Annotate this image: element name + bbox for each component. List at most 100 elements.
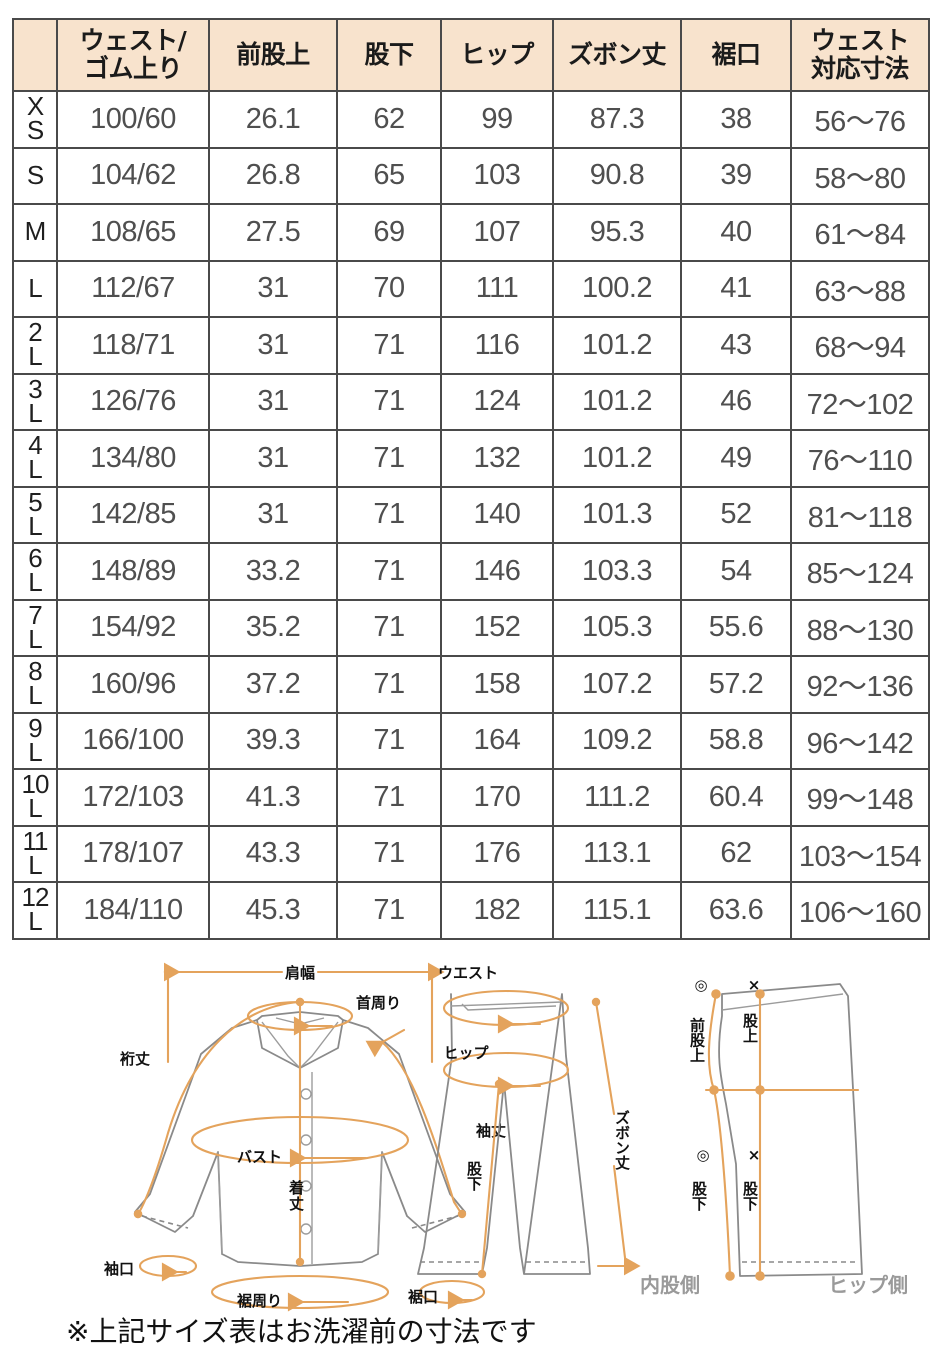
size-table: ウェスト/ ゴム上り 前股上 股下 ヒップ ズボン丈 裾口 <box>12 18 930 940</box>
measurement-cell: 33.2 <box>208 542 338 601</box>
measurement-cell: 71 <box>336 316 442 375</box>
table-row: 10 L 172/103 41.3 71 170 111.2 60.4 99〜148 <box>12 768 930 827</box>
table-row: 2 L 118/71 31 71 116 101.2 43 68〜94 <box>12 316 930 375</box>
header-line: ウェスト <box>810 26 910 55</box>
measurement-cell: 118/71 <box>56 316 210 375</box>
measurement-cell: 107 <box>440 203 554 262</box>
measurement-cell: 27.5 <box>208 203 338 262</box>
measurement-cell: 101.2 <box>552 372 682 431</box>
rise-label-inseam-circle: 股下 <box>690 1181 708 1212</box>
measurement-cell: 62 <box>336 90 442 149</box>
measurement-cell: 71 <box>336 768 442 827</box>
column-header-front-rise: 前股上 <box>208 18 338 92</box>
measurement-cell: 26.1 <box>208 90 338 149</box>
size-label-part: 4 <box>28 430 42 461</box>
measurement-cell: 140 <box>440 485 554 544</box>
rise-label-inseam-cross: 股下 <box>741 1181 759 1212</box>
measurement-cell: 38 <box>680 90 792 149</box>
table-row: 11 L 178/107 43.3 71 176 113.1 62 103〜154 <box>12 824 930 883</box>
size-label-part: 6 <box>28 543 42 574</box>
size-label-part: S <box>26 115 44 146</box>
measurement-cell: 31 <box>208 316 338 375</box>
rise-marker-circle-inseam: ◎ <box>696 1146 709 1164</box>
measurement-cell: 71 <box>336 542 442 601</box>
table-header: ウェスト/ ゴム上り 前股上 股下 ヒップ ズボン丈 裾口 <box>12 18 930 92</box>
measurement-cell: 68〜94 <box>790 316 930 375</box>
measurement-cell: 164 <box>440 711 554 770</box>
size-label-part: L <box>28 397 42 428</box>
measurement-cell: 152 <box>440 598 554 657</box>
size-label-cell: M <box>12 203 58 262</box>
measurement-cell: 95.3 <box>552 203 682 262</box>
size-label-part: L <box>28 623 42 654</box>
header-line: 股下 <box>364 40 414 69</box>
measurement-cell: 88〜130 <box>790 598 930 657</box>
measurement-cell: 61〜84 <box>790 203 930 262</box>
size-label-part: 7 <box>28 599 42 630</box>
footnote-text: ※上記サイズ表はお洗濯前の寸法です <box>66 1315 537 1348</box>
measurement-cell: 54 <box>680 542 792 601</box>
size-label-cell: S <box>12 146 58 205</box>
measurement-cell: 100.2 <box>552 259 682 318</box>
size-label-part: 2 <box>28 317 42 348</box>
measurement-cell: 71 <box>336 372 442 431</box>
measurement-cell: 70 <box>336 259 442 318</box>
header-line: 前股上 <box>236 40 310 69</box>
measurement-cell: 101.2 <box>552 316 682 375</box>
measurement-cell: 55.6 <box>680 598 792 657</box>
size-label-cell: 12 L <box>12 881 58 940</box>
measurement-cell: 46 <box>680 372 792 431</box>
measurement-cell: 43 <box>680 316 792 375</box>
jacket-label-sleeve-reach: 裄丈 <box>119 1050 150 1068</box>
rise-label-inner-thigh-side: 内股側 <box>640 1273 700 1297</box>
measurement-cell: 182 <box>440 881 554 940</box>
header-row: ウェスト/ ゴム上り 前股上 股下 ヒップ ズボン丈 裾口 <box>12 18 930 92</box>
measurement-cell: 26.8 <box>208 146 338 205</box>
measurement-cell: 31 <box>208 429 338 488</box>
table-row: M 108/65 27.5 69 107 95.3 40 61〜84 <box>12 203 930 262</box>
header-line: ズボン丈 <box>567 40 667 69</box>
measurement-cell: 31 <box>208 485 338 544</box>
jacket-label-hem-circumference: 裾周り <box>237 1292 282 1310</box>
measurement-cell: 99〜148 <box>790 768 930 827</box>
measurement-cell: 39.3 <box>208 711 338 770</box>
column-header-hem-opening: 裾口 <box>680 18 792 92</box>
measurement-cell: 63〜88 <box>790 259 930 318</box>
table-row: L 112/67 31 70 111 100.2 41 63〜88 <box>12 259 930 318</box>
measurement-cell: 31 <box>208 372 338 431</box>
pants-label-waist: ウエスト <box>438 964 498 982</box>
pants-label-pants-length: ズボン丈 <box>613 1109 631 1171</box>
size-label-part: L <box>28 906 42 937</box>
measurement-cell: 103 <box>440 146 554 205</box>
table-row: 4 L 134/80 31 71 132 101.2 49 76〜110 <box>12 429 930 488</box>
table-row: 9 L 166/100 39.3 71 164 109.2 58.8 96〜142 <box>12 711 930 770</box>
measurement-cell: 111.2 <box>552 768 682 827</box>
measurement-cell: 62 <box>680 824 792 883</box>
size-label-cell: L <box>12 259 58 318</box>
measurement-cell: 52 <box>680 485 792 544</box>
table-row: 8 L 160/96 37.2 71 158 107.2 57.2 92〜136 <box>12 655 930 714</box>
size-label-part: 12 <box>21 882 50 913</box>
measurement-cell: 103.3 <box>552 542 682 601</box>
table-row: S 104/62 26.8 65 103 90.8 39 58〜80 <box>12 146 930 205</box>
measurement-cell: 35.2 <box>208 598 338 657</box>
size-label-part: L <box>28 454 42 485</box>
measurement-cell: 160/96 <box>56 655 210 714</box>
measurement-cell: 58.8 <box>680 711 792 770</box>
measurement-cell: 103〜154 <box>790 824 930 883</box>
measurement-cell: 41.3 <box>208 768 338 827</box>
pants-label-inseam: 股下 <box>465 1161 483 1192</box>
size-label-part: 11 <box>22 825 49 856</box>
measurement-cell: 81〜118 <box>790 485 930 544</box>
table-row: 3 L 126/76 31 71 124 101.2 46 72〜102 <box>12 372 930 431</box>
measurement-cell: 43.3 <box>208 824 338 883</box>
column-header-hip: ヒップ <box>440 18 554 92</box>
column-header-inseam: 股下 <box>336 18 442 92</box>
measurement-cell: 126/76 <box>56 372 210 431</box>
measurement-cell: 116 <box>440 316 554 375</box>
measurement-cell: 31 <box>208 259 338 318</box>
